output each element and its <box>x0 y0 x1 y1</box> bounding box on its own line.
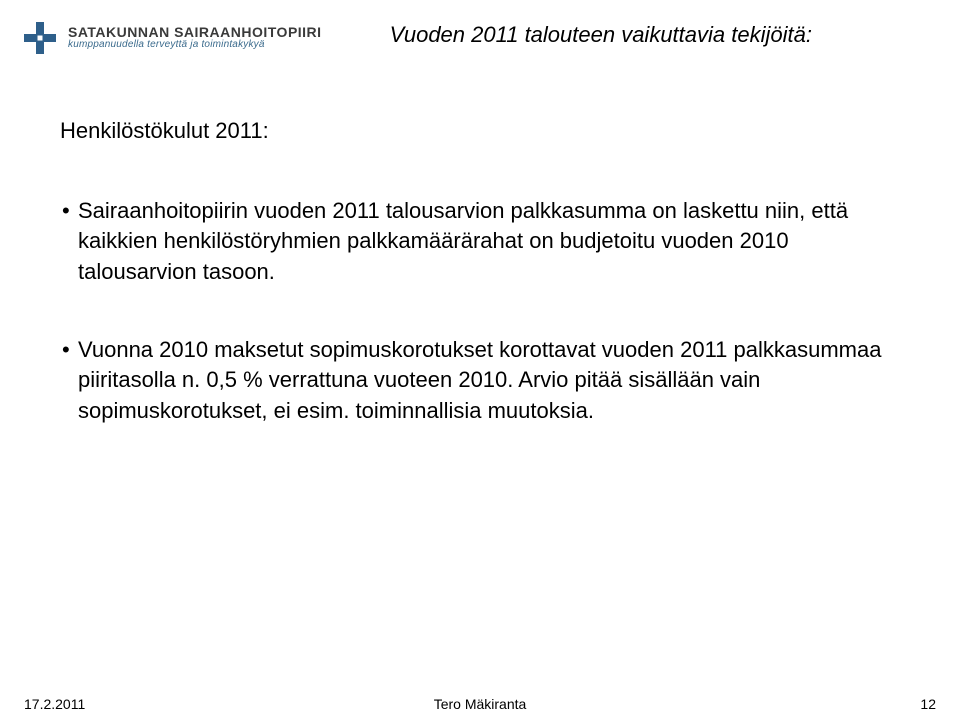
content-subtitle: Henkilöstökulut 2011: <box>60 118 890 144</box>
cross-sun-icon <box>20 18 60 58</box>
org-logo: SATAKUNNAN SAIRAANHOITOPIIRI kumppanuude… <box>20 18 322 58</box>
slide-content: Henkilöstökulut 2011: Sairaanhoitopiirin… <box>0 58 960 426</box>
org-name: SATAKUNNAN SAIRAANHOITOPIIRI <box>68 25 322 40</box>
footer-date: 17.2.2011 <box>24 696 85 712</box>
slide-header: SATAKUNNAN SAIRAANHOITOPIIRI kumppanuude… <box>0 0 960 58</box>
slide-footer: 17.2.2011 Tero Mäkiranta 12 <box>0 696 960 712</box>
footer-page: 12 <box>920 696 936 712</box>
org-tagline: kumppanuudella terveyttä ja toimintakyky… <box>68 40 322 51</box>
footer-author: Tero Mäkiranta <box>0 696 960 712</box>
bullet-item: Vuonna 2010 maksetut sopimuskorotukset k… <box>60 335 890 426</box>
org-text: SATAKUNNAN SAIRAANHOITOPIIRI kumppanuude… <box>68 25 322 50</box>
bullet-item: Sairaanhoitopiirin vuoden 2011 talousarv… <box>60 196 890 287</box>
bullet-text: Sairaanhoitopiirin vuoden 2011 talousarv… <box>78 196 890 287</box>
bullet-text: Vuonna 2010 maksetut sopimuskorotukset k… <box>78 335 890 426</box>
slide-title: Vuoden 2011 talouteen vaikuttavia tekijö… <box>322 18 940 48</box>
